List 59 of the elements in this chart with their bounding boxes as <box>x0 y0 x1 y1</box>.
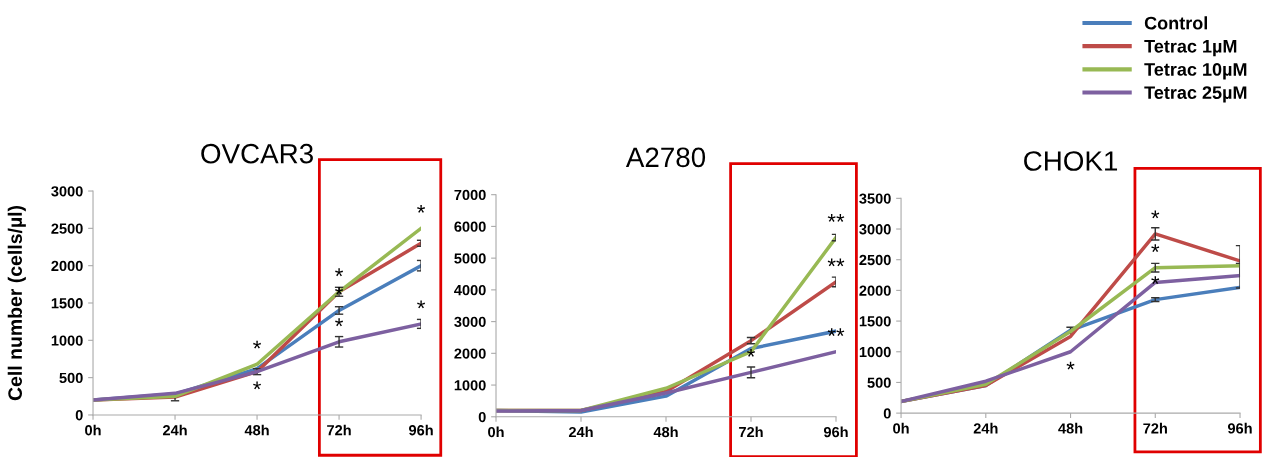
annotation: ** <box>827 258 845 267</box>
annotation: * <box>335 268 344 277</box>
x-tick-label: 0h <box>488 426 504 438</box>
y-tick-label: 7000 <box>454 189 486 201</box>
legend-label: Tetrac 25µM <box>1144 86 1247 103</box>
annotation: * <box>1066 361 1075 370</box>
annotation: * <box>1151 244 1160 253</box>
y-tick-label: 3000 <box>859 224 891 235</box>
x-tick-label: 96h <box>409 424 433 436</box>
annotation: ** <box>827 328 845 337</box>
y-tick-label: 0 <box>478 411 486 423</box>
y-tick-label: 3000 <box>454 316 486 328</box>
annotation: * <box>417 204 426 213</box>
y-tick-label: 4000 <box>454 284 486 296</box>
chart-title: CHOK1 <box>1024 151 1118 171</box>
y-tick-label: 0 <box>75 410 83 421</box>
y-tick-label: 1500 <box>859 316 891 327</box>
x-tick-label: 48h <box>653 426 678 438</box>
y-tick-label: 500 <box>867 377 891 388</box>
line-series <box>496 350 836 413</box>
y-tick-label: 5000 <box>454 253 486 264</box>
x-tick-label: 96h <box>1227 422 1252 434</box>
x-tick-label: 48h <box>244 424 269 436</box>
x-tick-label: 72h <box>327 424 351 436</box>
legend-label: Tetrac 1µM <box>1144 40 1237 57</box>
y-tick-label: 2000 <box>454 348 486 359</box>
annotation: * <box>253 381 262 390</box>
y-axis-title: Cell number (cells/µl) <box>7 205 26 401</box>
x-tick-label: 24h <box>568 426 593 438</box>
y-tick-label: 2500 <box>51 223 83 234</box>
annotation: ** <box>827 214 845 222</box>
chart-title: A2780 <box>625 147 706 168</box>
chart-title: OVCAR3 <box>201 143 313 164</box>
x-tick-label: 72h <box>1143 422 1167 434</box>
y-tick-label: 500 <box>59 372 83 384</box>
x-tick-label: 72h <box>739 426 763 438</box>
x-tick-label: 96h <box>823 426 848 438</box>
x-tick-label: 48h <box>1058 422 1083 434</box>
x-tick-label: 0h <box>893 422 909 434</box>
y-tick-label: 3000 <box>51 186 83 197</box>
annotation: * <box>253 340 262 349</box>
y-tick-label: 2500 <box>859 254 891 266</box>
y-tick-label: 1000 <box>454 380 486 391</box>
annotation: * <box>335 318 344 327</box>
legend-label: Control <box>1144 16 1208 30</box>
legend-label: Tetrac 10µM <box>1144 63 1247 80</box>
y-tick-label: 1000 <box>859 346 891 358</box>
x-tick-label: 24h <box>973 422 998 434</box>
x-tick-label: 24h <box>162 424 187 436</box>
y-tick-label: 0 <box>883 408 891 419</box>
y-tick-label: 1500 <box>51 298 83 309</box>
y-tick-label: 2000 <box>51 260 83 272</box>
y-tick-label: 3500 <box>859 193 891 204</box>
y-tick-label: 6000 <box>454 221 486 232</box>
x-tick-label: 0h <box>85 424 101 436</box>
annotation: * <box>417 300 426 309</box>
y-tick-label: 2000 <box>859 285 891 296</box>
annotation: * <box>1151 210 1160 219</box>
y-tick-label: 1000 <box>51 335 83 346</box>
